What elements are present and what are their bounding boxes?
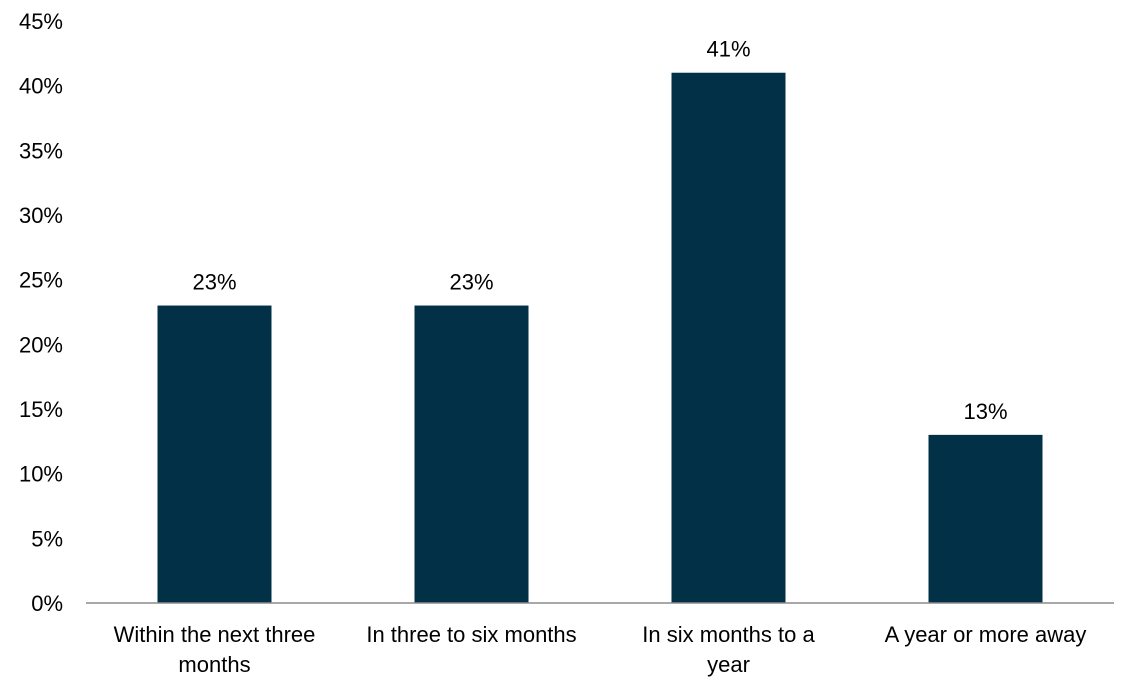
- bar: [157, 305, 272, 603]
- x-category-label-line: In three to six months: [366, 622, 576, 647]
- x-category-label: In three to six months: [366, 622, 576, 647]
- bar: [928, 434, 1043, 603]
- x-axis: Within the next three months In three to s…: [86, 602, 1114, 677]
- data-labels: 23% 23% 41% 13%: [192, 37, 1007, 424]
- y-tick-label: 15%: [19, 397, 63, 422]
- bar: [414, 305, 529, 603]
- bar: [671, 72, 786, 603]
- y-tick-label: 35%: [19, 138, 63, 163]
- x-category-label-line: year: [707, 652, 750, 677]
- bars: [157, 72, 1043, 603]
- x-category-label: Within the next three months: [114, 622, 316, 677]
- data-label: 23%: [449, 270, 493, 295]
- y-tick-label: 45%: [19, 9, 63, 34]
- y-tick-label: 40%: [19, 74, 63, 99]
- data-label: 13%: [963, 399, 1007, 424]
- x-category-label: A year or more away: [885, 622, 1087, 647]
- x-category-label-line: A year or more away: [885, 622, 1087, 647]
- y-tick-label: 30%: [19, 203, 63, 228]
- y-tick-label: 20%: [19, 332, 63, 357]
- y-tick-label: 25%: [19, 268, 63, 293]
- y-tick-label: 5%: [31, 526, 63, 551]
- data-label: 23%: [192, 270, 236, 295]
- y-tick-label: 10%: [19, 462, 63, 487]
- data-label: 41%: [706, 37, 750, 62]
- x-category-label-line: Within the next three: [114, 622, 316, 647]
- x-category-label: In six months to a year: [642, 622, 815, 677]
- x-category-label-line: In six months to a: [642, 622, 815, 647]
- y-tick-label: 0%: [31, 591, 63, 616]
- x-category-label-line: months: [178, 652, 250, 677]
- y-axis: 0% 5% 10% 15% 20% 25% 30% 35% 40% 45%: [19, 9, 63, 616]
